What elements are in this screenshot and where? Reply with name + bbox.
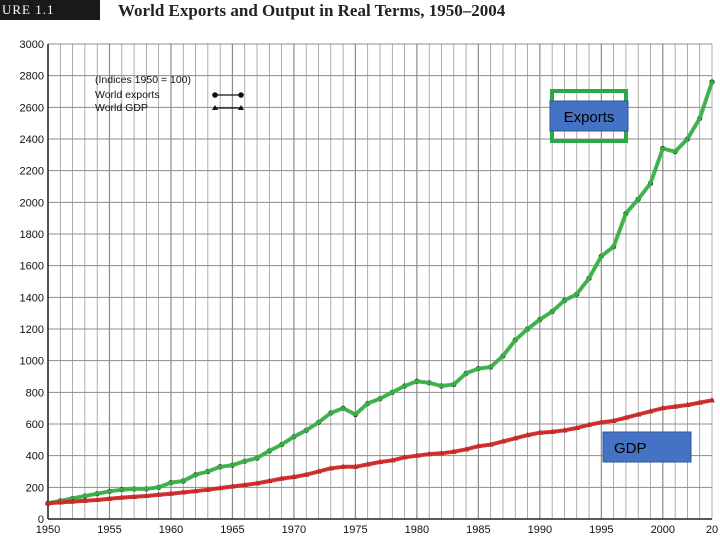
x-tick-label: 1960 xyxy=(159,524,183,536)
x-tick-label: 1965 xyxy=(220,524,244,536)
x-tick-label: 1975 xyxy=(343,524,367,536)
tick-labels: 0 200 400 600 800 1000 1200 1400 1600 1800 2000 220… xyxy=(20,39,719,536)
y-tick-label: 1200 xyxy=(20,324,44,336)
y-tick-label: 2400 xyxy=(20,134,44,146)
y-tick-label: 2200 xyxy=(20,166,44,178)
y-tick-label: 1600 xyxy=(20,261,44,273)
legend-title: (Indices 1950 = 100) xyxy=(95,74,191,86)
figure-label: URE 1.1 xyxy=(0,0,100,20)
series-layer xyxy=(45,79,715,506)
exports-callout-box xyxy=(549,100,629,132)
gdp-callout-text: GDP xyxy=(614,440,647,457)
y-tick-label: 200 xyxy=(26,482,44,494)
chart-title: World Exports and Output in Real Terms, … xyxy=(118,1,506,20)
chart-axes xyxy=(47,44,712,520)
y-tick-label: 600 xyxy=(26,419,44,431)
legend: (Indices 1950 = 100) World exports World… xyxy=(95,74,244,114)
y-tick-label: 2000 xyxy=(20,197,44,209)
x-tick-label: 1980 xyxy=(405,524,429,536)
legend-swatch-exports xyxy=(212,92,244,98)
legend-label-exports: World exports xyxy=(95,89,160,101)
highlight-line-exports xyxy=(46,80,714,506)
y-tick-label: 800 xyxy=(26,387,44,399)
exports-callout: Exports xyxy=(549,89,629,143)
gdp-callout-box xyxy=(602,431,692,463)
exports-callout-text: Exports xyxy=(564,109,615,126)
y-tick-label: 2600 xyxy=(20,102,44,114)
x-tick-label: 20 xyxy=(706,524,718,536)
y-tick-label: 1000 xyxy=(20,356,44,368)
x-tick-label: 1990 xyxy=(528,524,552,536)
x-tick-label: 1995 xyxy=(589,524,613,536)
y-tick-label: 2800 xyxy=(20,71,44,83)
y-tick-label: 1400 xyxy=(20,292,44,304)
x-tick-label: 1985 xyxy=(466,524,490,536)
highlight-line-gdp xyxy=(46,398,714,506)
gdp-callout: GDP xyxy=(602,431,692,463)
y-tick-label: 1800 xyxy=(20,229,44,241)
x-tick-label: 1955 xyxy=(97,524,121,536)
legend-swatch-gdp xyxy=(212,105,244,110)
x-tick-label: 1950 xyxy=(36,524,60,536)
y-tick-label: 0 xyxy=(38,514,44,526)
y-tick-label: 400 xyxy=(26,451,44,463)
x-tick-label: 2000 xyxy=(651,524,675,536)
y-tick-label: 3000 xyxy=(20,39,44,51)
x-tick-label: 1970 xyxy=(282,524,306,536)
legend-label-gdp: World GDP xyxy=(95,102,148,114)
